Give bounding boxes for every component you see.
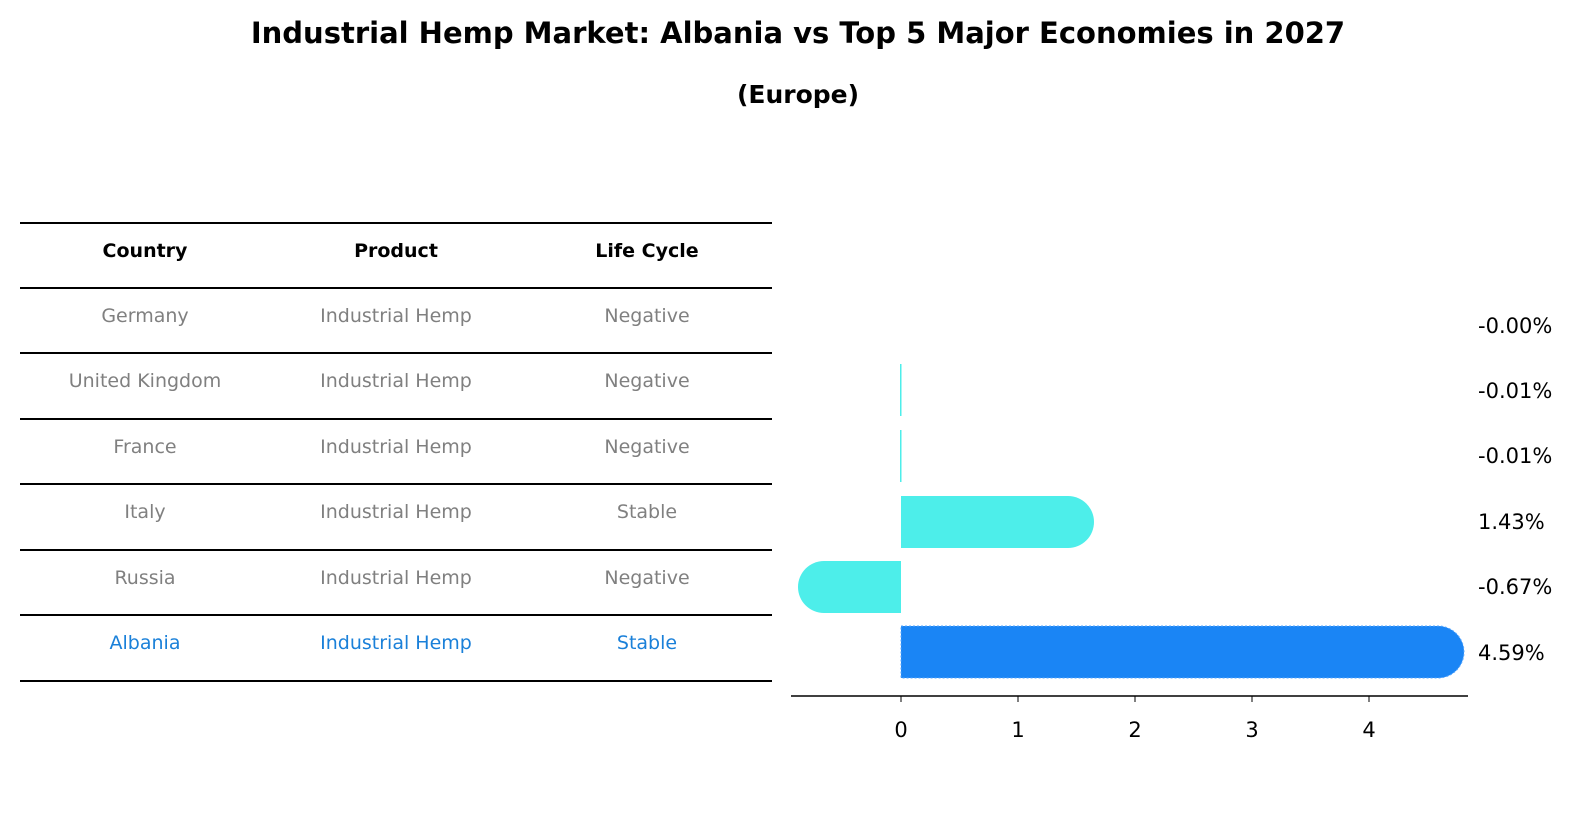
value-label: -0.01% (1478, 444, 1553, 468)
value-label: -0.00% (1478, 314, 1553, 338)
row-lifecycle: Negative (604, 436, 690, 458)
row-lifecycle: Stable (616, 501, 678, 523)
row-country: France (113, 436, 177, 458)
row-country: United Kingdom (68, 370, 222, 392)
row-product-highlight: Industrial Hemp (320, 632, 472, 654)
header-lifecycle: Life Cycle (595, 240, 699, 262)
bar-russia (798, 561, 901, 613)
x-tick: 4 (1362, 718, 1376, 742)
bar-italy (901, 496, 1094, 548)
row-product: Industrial Hemp (320, 501, 472, 523)
header-product: Product (354, 240, 438, 262)
x-tick: 1 (1011, 718, 1025, 742)
row-product: Industrial Hemp (320, 370, 472, 392)
bar-albania (900, 625, 1465, 679)
row-product: Industrial Hemp (320, 305, 472, 327)
chart-title: Industrial Hemp Market: Albania vs Top 5… (250, 16, 1346, 50)
row-lifecycle: Negative (604, 370, 690, 392)
row-country: Germany (101, 305, 189, 327)
row-lifecycle: Negative (604, 567, 690, 589)
row-country-highlight: Albania (109, 632, 181, 654)
value-label: 4.59% (1478, 641, 1545, 665)
bar-france (900, 430, 902, 482)
x-tick: 0 (894, 718, 908, 742)
value-label: -0.01% (1478, 379, 1553, 403)
header-country: Country (102, 240, 188, 262)
x-tick: 2 (1128, 718, 1142, 742)
x-tick: 3 (1245, 718, 1259, 742)
value-label: -0.67% (1478, 575, 1553, 599)
row-product: Industrial Hemp (320, 436, 472, 458)
value-label: 1.43% (1478, 510, 1545, 534)
row-country: Italy (124, 501, 166, 523)
chart-subtitle: (Europe) (736, 80, 860, 109)
row-lifecycle-highlight: Stable (616, 632, 678, 654)
row-country: Russia (114, 567, 176, 589)
row-product: Industrial Hemp (320, 567, 472, 589)
row-lifecycle: Negative (604, 305, 690, 327)
bar-united-kingdom (900, 364, 902, 416)
